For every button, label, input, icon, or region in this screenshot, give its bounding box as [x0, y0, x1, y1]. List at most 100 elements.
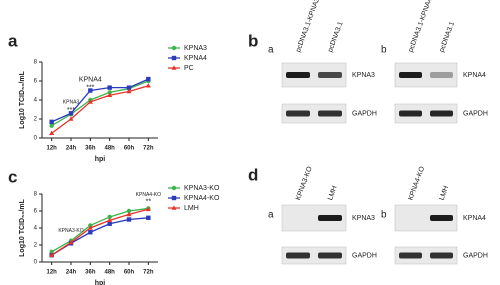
legend-marker	[171, 45, 177, 51]
panel-letter: b	[248, 31, 258, 50]
legend-marker	[171, 195, 177, 201]
data-point	[126, 211, 132, 217]
x-tick-label: 24h	[66, 270, 77, 276]
data-point	[87, 99, 93, 104]
data-point	[145, 83, 151, 88]
data-point	[49, 123, 54, 128]
data-point	[107, 221, 112, 226]
data-point	[107, 217, 113, 223]
x-tick-label: 48h	[104, 270, 115, 276]
x-tick-label: 12h	[46, 270, 57, 276]
blot-band	[286, 252, 310, 259]
series-line	[51, 80, 149, 127]
x-tick-label: 24h	[66, 146, 77, 152]
blot-band	[318, 110, 342, 117]
data-point	[107, 92, 113, 98]
y-tick-label: 8	[34, 192, 38, 198]
blot-band	[318, 72, 342, 78]
annotation: **	[146, 198, 152, 205]
annotation: ***	[67, 107, 75, 114]
series-line	[51, 208, 149, 256]
series-line	[51, 78, 149, 123]
data-point	[126, 217, 132, 222]
data-point	[146, 215, 151, 220]
band-label: KPNA3	[352, 72, 375, 79]
y-tick-label: 6	[34, 79, 38, 85]
blot-band	[399, 72, 422, 78]
data-point	[68, 116, 74, 121]
legend-marker	[171, 185, 177, 191]
series-line	[51, 217, 149, 256]
x-tick-label: 72h	[143, 270, 154, 276]
data-point	[88, 230, 93, 235]
sub-letter: b	[381, 210, 387, 221]
band-label: KPNA4	[463, 215, 486, 222]
band-label: KPNA4	[463, 72, 486, 79]
data-point	[107, 214, 112, 220]
annotation: KPNA3	[63, 100, 80, 106]
annotation: KPNA4-KO	[136, 192, 161, 198]
legend-label: KPNA3-KO	[184, 185, 220, 192]
annotation: KPNA3-KO	[58, 228, 83, 234]
legend-label: KPNA4-KO	[184, 195, 220, 202]
data-point	[146, 76, 151, 82]
blot-box	[394, 103, 458, 124]
y-axis-label: Log10 TCID₅₀/mL	[19, 70, 26, 128]
y-tick-label: 0	[34, 260, 38, 266]
data-point	[145, 206, 151, 212]
lane-label: pcDNA3.1-KPNA4	[408, 0, 434, 53]
band-label: GAPDH	[352, 252, 377, 259]
blot-band	[318, 252, 342, 259]
data-point	[49, 130, 55, 136]
lane-label: KPNA4-KO	[408, 165, 427, 201]
data-point	[126, 208, 132, 214]
data-point	[107, 85, 112, 90]
y-tick-label: 4	[34, 226, 38, 232]
sub-letter: a	[268, 210, 274, 221]
blot-box	[281, 103, 347, 124]
blot-band	[430, 215, 453, 221]
y-axis-label: Log10 TCID₅₀/mL	[19, 198, 26, 256]
legend-label: KPNA4	[184, 55, 207, 62]
band-label: GAPDH	[463, 110, 488, 117]
data-point	[87, 225, 93, 230]
panel-letter: a	[8, 31, 18, 50]
data-point	[126, 85, 132, 90]
data-point	[68, 111, 74, 116]
lane-label: LMH	[327, 185, 339, 201]
annotation: KPNA4	[79, 76, 102, 83]
data-point	[49, 252, 55, 257]
y-tick-label: 2	[34, 243, 38, 249]
data-point	[126, 88, 132, 94]
data-point	[107, 90, 112, 95]
y-tick-label: 2	[34, 117, 38, 123]
panel-letter: d	[248, 165, 258, 184]
blot-band	[430, 110, 453, 117]
data-point	[49, 119, 54, 125]
blot-band	[286, 72, 310, 78]
y-tick-label: 0	[34, 136, 38, 142]
blot-band	[286, 110, 310, 117]
legend-label: LMH	[184, 205, 199, 212]
x-tick-label: 36h	[85, 270, 96, 276]
x-tick-label: 72h	[143, 146, 154, 152]
legend-marker	[171, 205, 177, 210]
y-tick-label: 4	[34, 98, 38, 104]
x-tick-label: 60h	[124, 270, 135, 276]
legend-marker	[171, 55, 177, 61]
lane-label: pcDNA3.1	[327, 21, 345, 53]
blot-box	[394, 246, 458, 265]
blot-band	[430, 72, 453, 78]
x-axis-label: hpi	[95, 280, 106, 285]
blot-band	[399, 252, 422, 259]
panel-letter: c	[8, 167, 17, 186]
x-axis-label: hpi	[95, 156, 106, 163]
series-line	[51, 207, 149, 253]
legend-label: PC	[184, 65, 194, 72]
lane-label: pcDNA3.1	[439, 21, 457, 53]
legend-label: KPNA3	[184, 45, 207, 52]
x-tick-label: 48h	[104, 146, 115, 152]
lane-label: LMH	[439, 185, 451, 201]
x-tick-label: 12h	[46, 146, 57, 152]
